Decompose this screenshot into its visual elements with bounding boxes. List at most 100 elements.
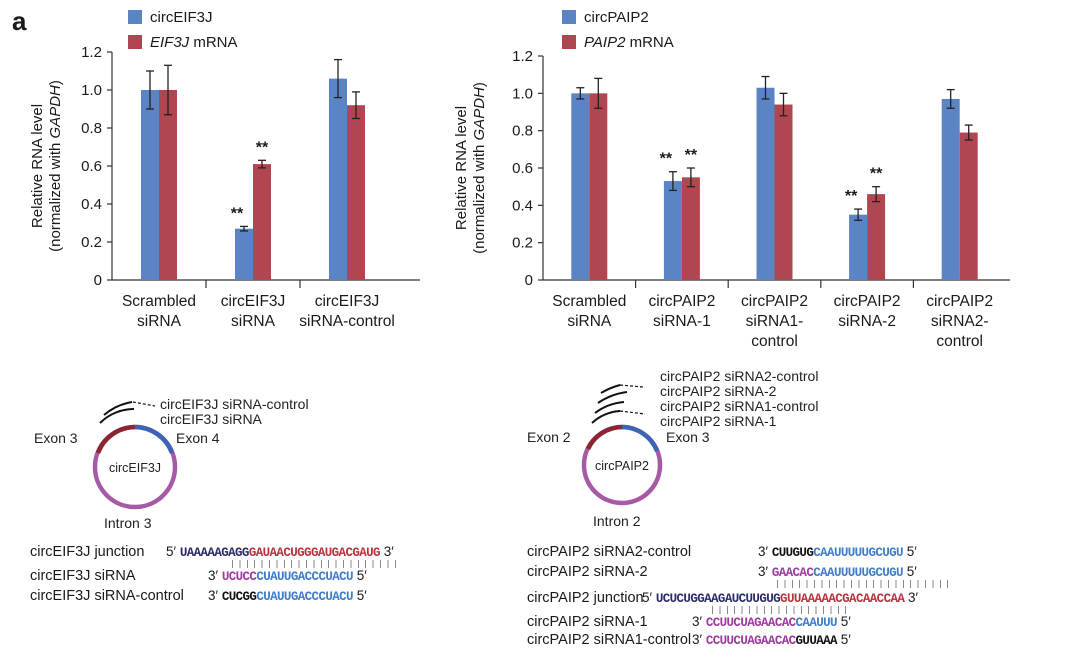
sirna1-sequence: 3′ CCUUCUAGAACACCAAUUU 5′ <box>692 614 851 631</box>
intron-label: Intron 3 <box>104 515 152 531</box>
seq-part-b: GUUAAA <box>795 634 838 648</box>
x-tick-label: siRNA-control <box>299 313 395 330</box>
legend-swatch <box>128 35 142 49</box>
sirna2-control-sequence: 3′ CUUGUGCAAUUUUUGCUGU 5′ <box>758 544 917 561</box>
bar-paip2-mrna <box>589 93 608 280</box>
arc-label-sirna2: circPAIP2 siRNA-2 <box>660 383 777 399</box>
five-prime: 5′ <box>906 544 917 559</box>
bar-paip2-mrna <box>959 132 978 280</box>
three-prime: 3′ <box>908 590 919 605</box>
x-tick-label: siRNA <box>137 313 182 330</box>
x-tick-label: control <box>936 333 983 350</box>
x-tick-label: siRNA <box>567 313 612 330</box>
significance-label: ** <box>685 147 698 164</box>
x-tick-label: siRNA1- <box>746 313 804 330</box>
y-tick-label: 0.8 <box>81 120 102 137</box>
arc-label-sirna2-control: circPAIP2 siRNA2-control <box>660 368 818 384</box>
five-prime: 5′ <box>166 544 177 559</box>
intron-label: Intron 2 <box>593 513 641 529</box>
significance-label: ** <box>231 205 244 222</box>
legend-label: PAIP2 mRNA <box>584 34 674 51</box>
x-tick-label: circPAIP2 <box>926 293 993 310</box>
seq-part-a: CCUUCUAGAACAC <box>705 634 796 648</box>
bar-circpaip2 <box>941 98 960 280</box>
five-prime: 5′ <box>356 588 367 603</box>
arc-label-sirna: circEIF3J siRNA <box>160 411 263 427</box>
legend-label: EIF3J mRNA <box>150 34 238 51</box>
three-prime: 3′ <box>692 614 703 629</box>
exon-3-arc <box>621 424 660 452</box>
arc-label-sirna1: circPAIP2 siRNA-1 <box>660 413 777 429</box>
sirna-label: circEIF3J siRNA <box>30 568 136 584</box>
y-tick-label: 0.2 <box>81 234 102 251</box>
y-tick-label: 1.0 <box>81 82 102 99</box>
legend-label: circEIF3J <box>150 9 213 26</box>
x-tick-label: circEIF3J <box>315 293 380 310</box>
seq-part-b: CUAUUGACCCUACU <box>256 590 353 604</box>
x-tick-label: siRNA2- <box>931 313 989 330</box>
significance-label: ** <box>256 139 269 156</box>
seq-part-a: CUUGUG <box>771 546 814 560</box>
sirna2-arc <box>597 391 628 404</box>
five-prime: 5′ <box>642 590 653 605</box>
seq-part-b: CAAUUUUUGCUGU <box>813 546 903 560</box>
sirna2-sequence: 3′ GAACACCAAUUUUUGCUGU 5′ <box>758 564 917 581</box>
sirna-arc <box>99 407 135 424</box>
base-pair-lines <box>232 560 402 568</box>
bar-eif3j-mrna <box>159 90 177 280</box>
control-sequence: 3′ CUCGGCUAUUGACCCUACU 5′ <box>208 588 367 605</box>
five-prime: 5′ <box>356 568 367 583</box>
x-tick-label: siRNA-2 <box>838 313 896 330</box>
seq-part-a: UCUCUGGAAGAUCUUGUG <box>655 592 781 606</box>
y-tick-label: 0.6 <box>81 158 102 175</box>
exon-right-label: Exon 3 <box>666 429 710 445</box>
sirna1-arc <box>591 410 621 424</box>
sirna1-control-label: circPAIP2 siRNA1-control <box>527 632 692 648</box>
significance-label: ** <box>870 166 883 183</box>
exon-3-arc <box>95 424 136 454</box>
sirna2-control-arc <box>600 384 621 394</box>
base-pair-lines-bottom <box>712 606 852 614</box>
panel-label: a <box>12 6 27 36</box>
y-axis-label: Relative RNA level <box>29 104 46 228</box>
sirna1-control-arc <box>594 401 625 414</box>
seq-part-a: GAACAC <box>771 566 814 580</box>
three-prime: 3′ <box>383 544 394 559</box>
sirna1-label: circPAIP2 siRNA-1 <box>527 614 648 630</box>
x-tick-label: siRNA-1 <box>653 313 711 330</box>
junction-sequence: 5′ UAAAAAGAGGGAUAACUGGGAUGACGAUG 3′ <box>166 544 394 561</box>
seq-part-b: CAAUUUUUGCUGU <box>813 566 903 580</box>
y-axis-label-2: (normalized with GAPDH) <box>47 80 64 252</box>
bar-circeif3j <box>235 228 253 280</box>
bar-circeif3j <box>141 90 159 280</box>
y-axis-label: Relative RNA level <box>453 106 470 230</box>
y-tick-label: 0.6 <box>512 160 533 177</box>
seq-part-a: UAAAAAGAGG <box>179 546 250 560</box>
significance-label: ** <box>660 151 673 168</box>
x-tick-label: circPAIP2 <box>741 293 808 310</box>
y-tick-label: 0.2 <box>512 235 533 252</box>
exon-right-label: Exon 4 <box>176 430 220 446</box>
chart-2: 0 0.2 0.4 0.6 0.8 1.0 1.2 Relative RNA level (no… <box>453 9 1010 350</box>
y-tick-label: 0.4 <box>512 197 533 214</box>
seq-part-b: CUAUUGACCCUACU <box>256 570 353 584</box>
y-tick-label: 0.4 <box>81 196 102 213</box>
x-tick-label: control <box>751 333 798 350</box>
bar-paip2-mrna <box>867 194 886 280</box>
circle-label: circPAIP2 <box>595 459 649 473</box>
sirna-sequence: 3′ UCUCCCUAUUGACCCUACU 5′ <box>208 568 367 585</box>
y-tick-label: 0 <box>525 272 533 289</box>
seq-part-a: CCUUCUAGAACAC <box>705 616 796 630</box>
bar-circpaip2 <box>849 214 868 280</box>
bar-circpaip2 <box>663 181 682 280</box>
three-prime: 3′ <box>208 588 219 603</box>
three-prime: 3′ <box>692 632 703 647</box>
x-tick-label: circPAIP2 <box>648 293 715 310</box>
x-tick-label: siRNA <box>231 313 276 330</box>
y-tick-label: 1.2 <box>81 44 102 61</box>
sirna-control-tail <box>132 401 156 407</box>
five-prime: 5′ <box>840 632 851 647</box>
bar-circeif3j <box>329 78 347 280</box>
